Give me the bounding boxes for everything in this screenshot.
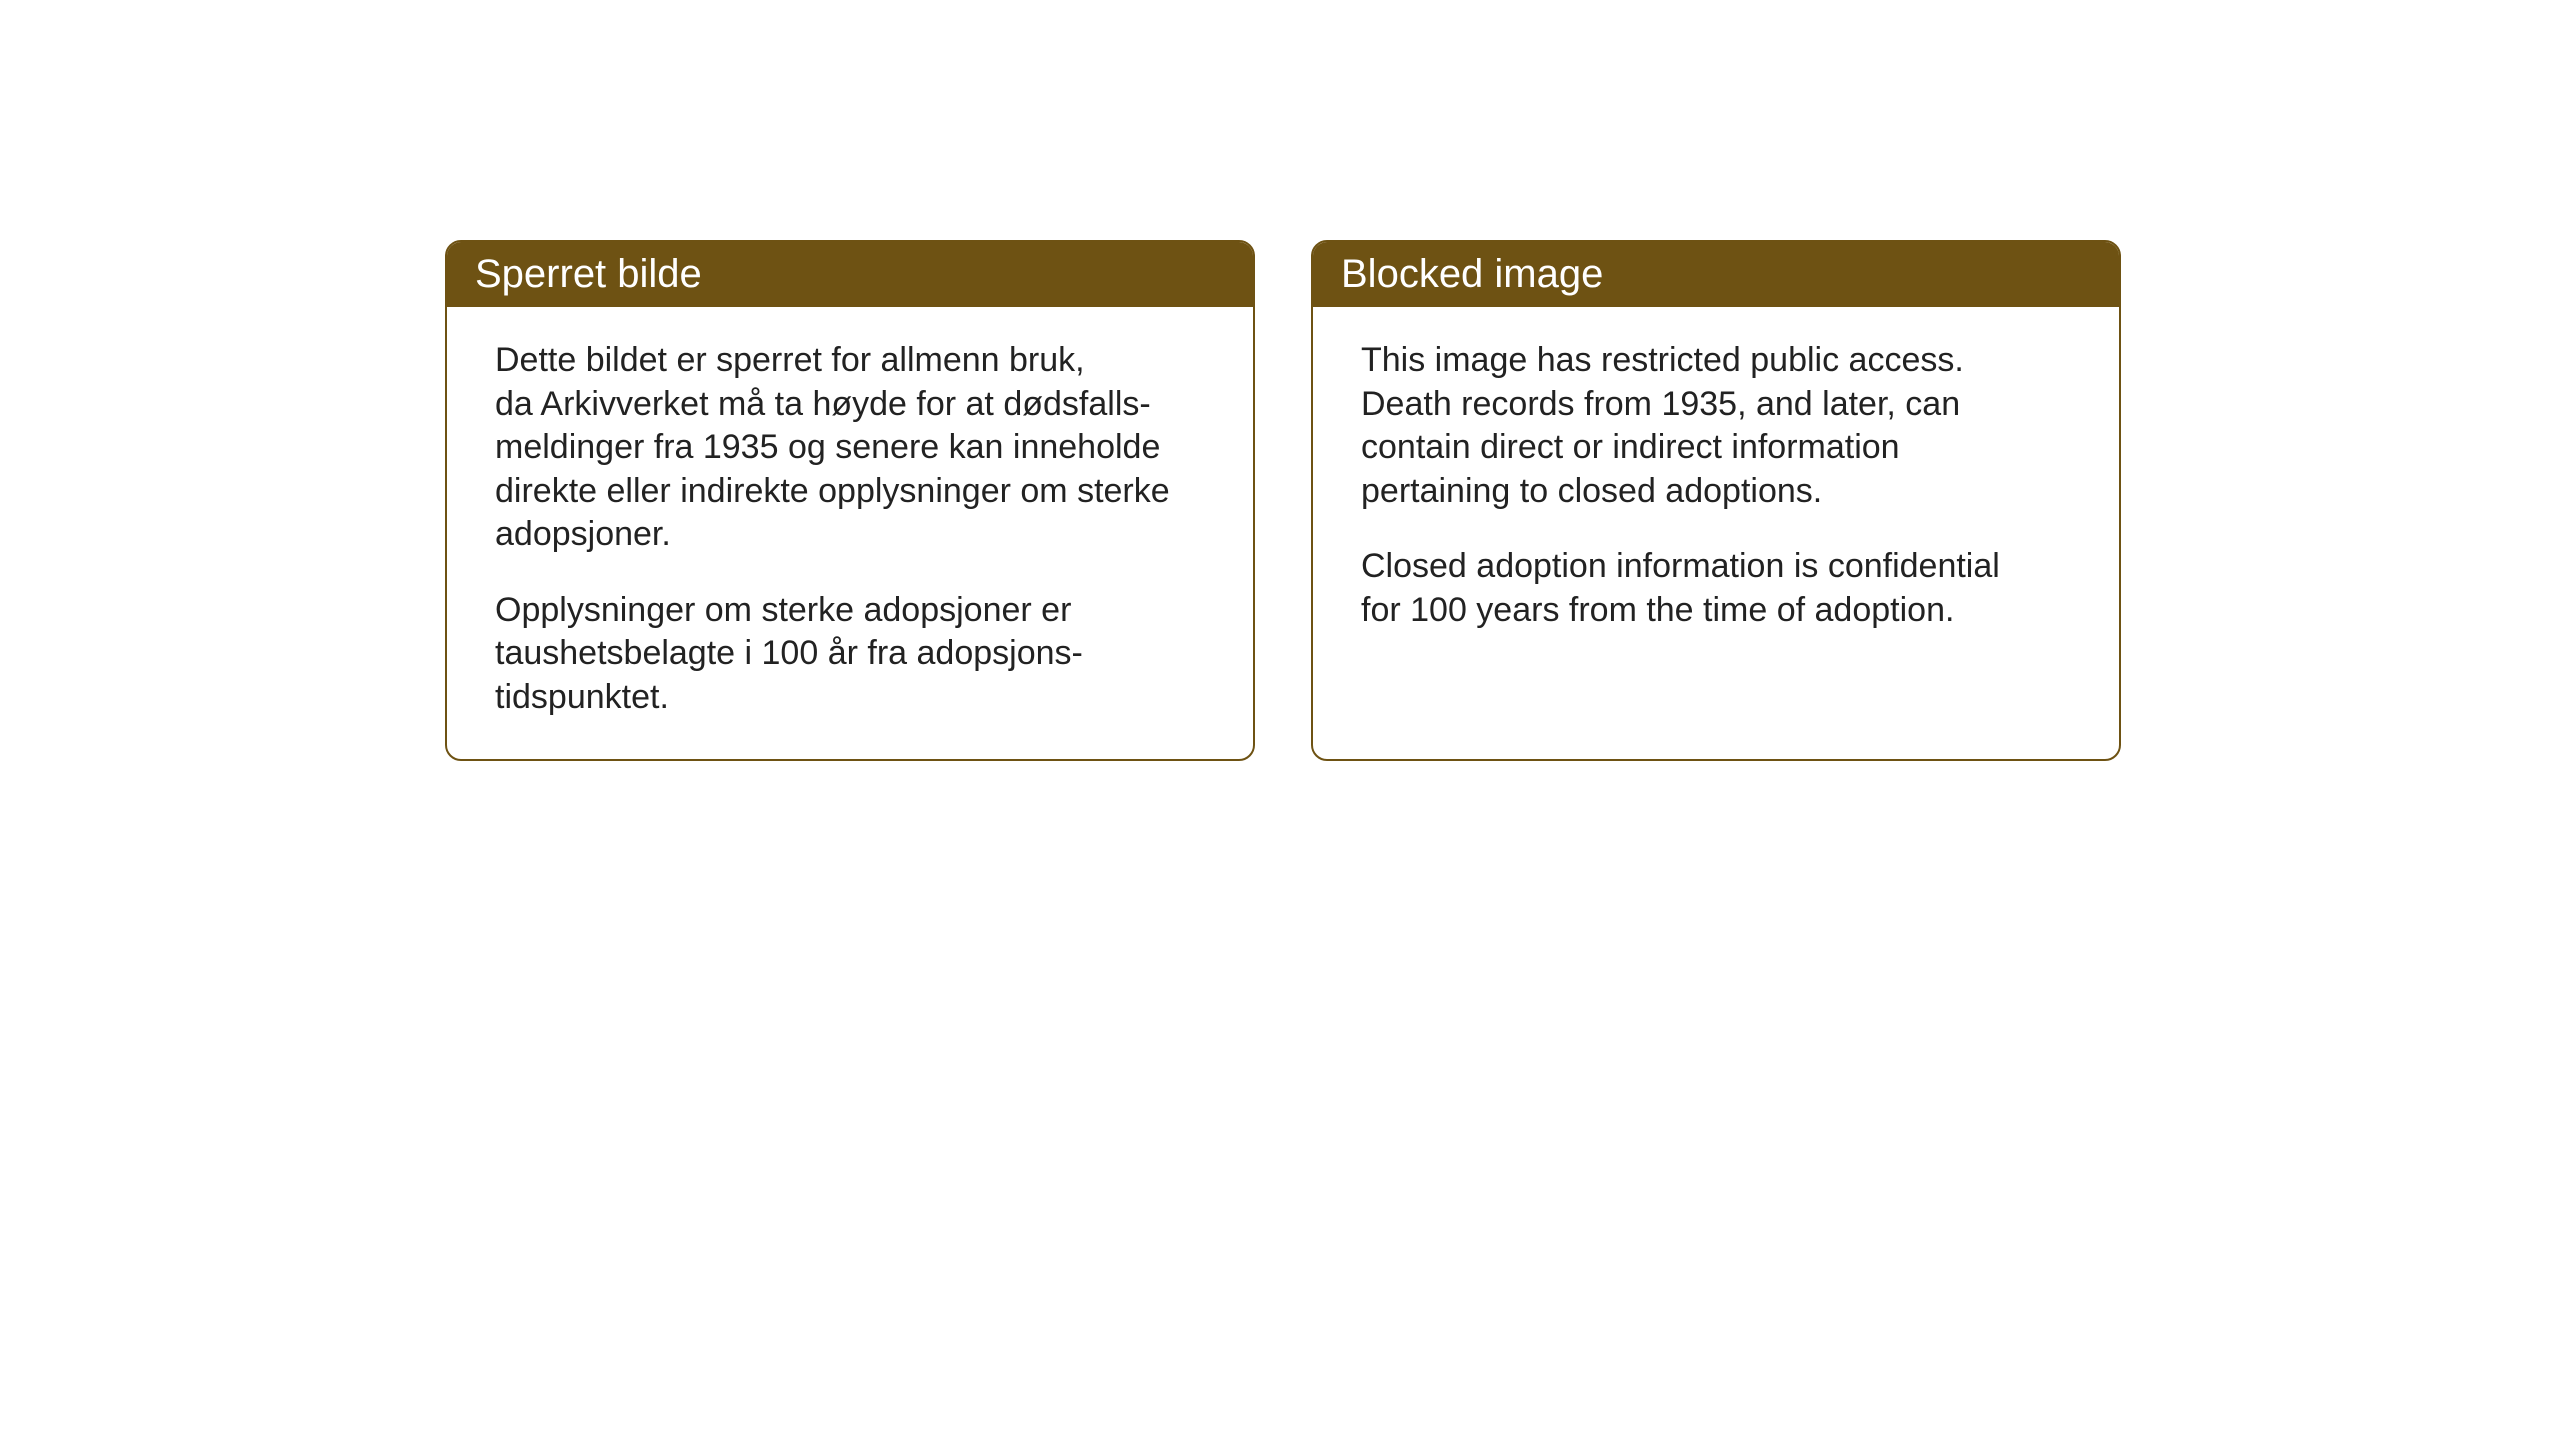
notice-container: Sperret bilde Dette bildet er sperret fo… [445, 240, 2121, 761]
notice-paragraph1-norwegian: Dette bildet er sperret for allmenn bruk… [495, 339, 1205, 557]
notice-title-english: Blocked image [1341, 252, 1603, 296]
notice-title-norwegian: Sperret bilde [475, 252, 702, 296]
notice-card-english: Blocked image This image has restricted … [1311, 240, 2121, 761]
notice-header-norwegian: Sperret bilde [447, 242, 1253, 307]
notice-body-english: This image has restricted public access.… [1313, 307, 2119, 727]
notice-header-english: Blocked image [1313, 242, 2119, 307]
notice-paragraph2-norwegian: Opplysninger om sterke adopsjoner er tau… [495, 589, 1205, 720]
notice-paragraph1-english: This image has restricted public access.… [1361, 339, 2071, 513]
notice-card-norwegian: Sperret bilde Dette bildet er sperret fo… [445, 240, 1255, 761]
notice-body-norwegian: Dette bildet er sperret for allmenn bruk… [447, 307, 1253, 759]
notice-paragraph2-english: Closed adoption information is confident… [1361, 545, 2071, 632]
